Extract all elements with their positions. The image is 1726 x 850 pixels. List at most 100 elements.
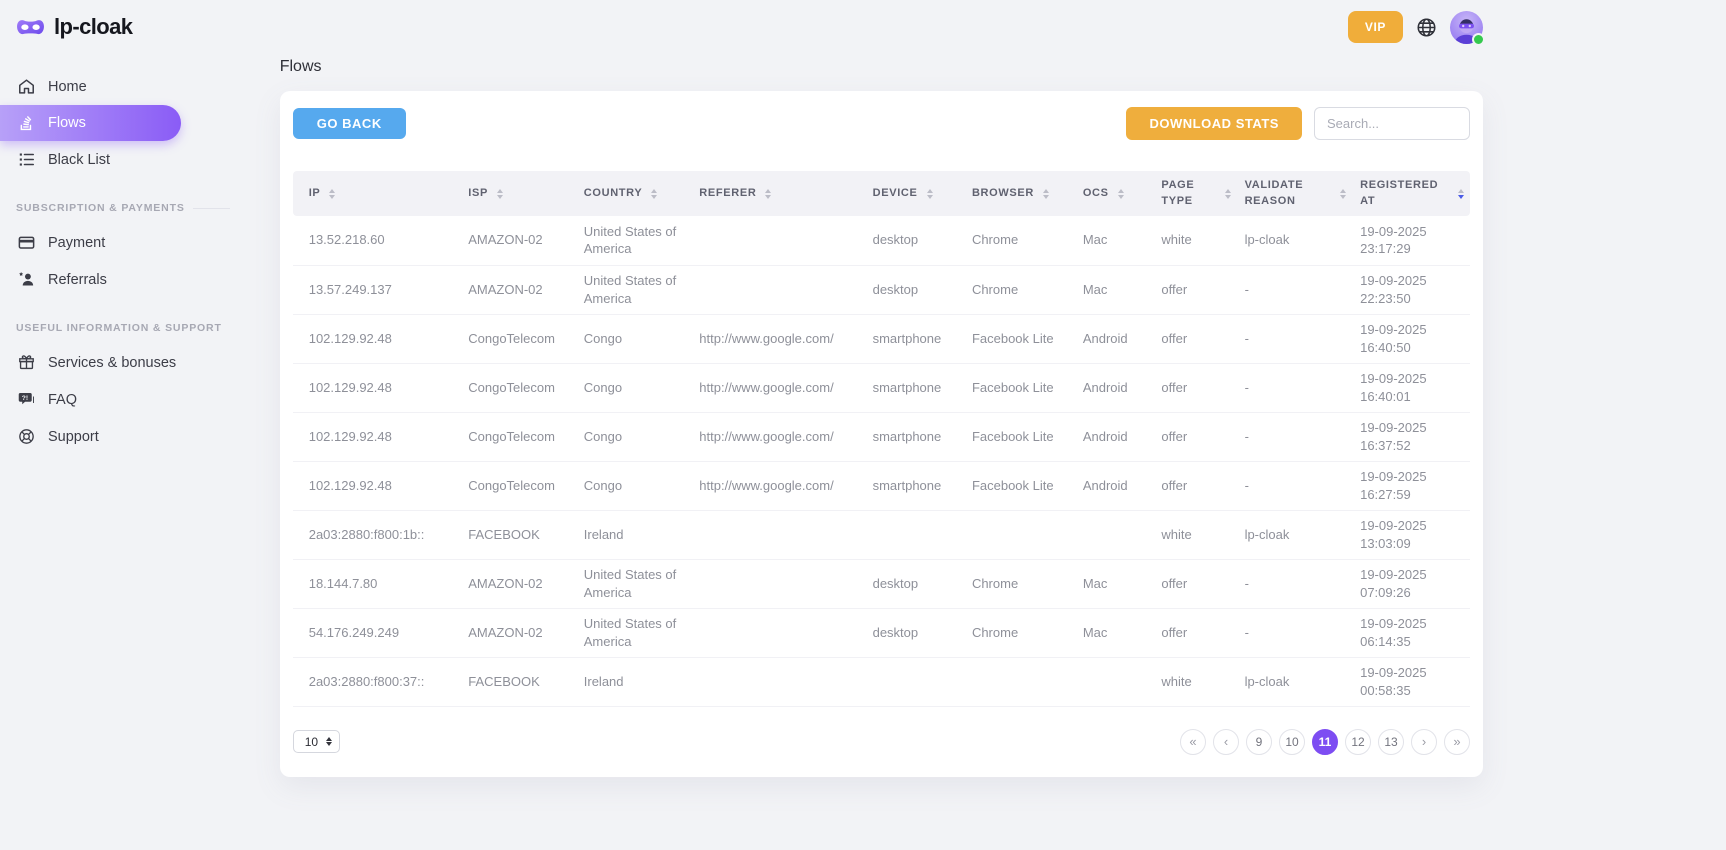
- cell-validate-reason: -: [1236, 363, 1353, 413]
- rows-per-page-value: 10: [304, 734, 319, 749]
- pagination-page-9[interactable]: 9: [1246, 728, 1272, 755]
- globe-language-icon[interactable]: [1415, 16, 1438, 39]
- column-header-ip[interactable]: IP: [292, 171, 461, 216]
- cell-ocs: Android: [1074, 412, 1154, 462]
- column-header-browser[interactable]: BROWSER: [963, 171, 1075, 216]
- sort-icon-active-desc[interactable]: [1458, 188, 1464, 199]
- cell-page-type: white: [1153, 657, 1237, 707]
- column-header-isp[interactable]: ISP: [460, 171, 576, 216]
- cell-isp: CongoTelecom: [460, 412, 576, 462]
- vip-button[interactable]: VIP: [1347, 11, 1403, 43]
- column-header-validate-reason[interactable]: VALIDATE REASON: [1236, 171, 1353, 216]
- table-row: 2a03:2880:f800:1b:: FACEBOOK Ireland white l…: [292, 510, 1470, 560]
- rows-per-page-select[interactable]: 10: [292, 730, 341, 753]
- pagination-page-10[interactable]: 10: [1279, 728, 1305, 755]
- table-row: 18.144.7.80 AMAZON-02 United States of Ame…: [292, 559, 1470, 609]
- column-header-referer[interactable]: REFERER: [691, 171, 865, 216]
- sort-icon[interactable]: [1043, 188, 1050, 199]
- pagination-first-button[interactable]: «: [1180, 728, 1206, 755]
- sidebar-item-label: FAQ: [48, 391, 78, 408]
- sort-icon[interactable]: [765, 188, 772, 199]
- cell-referer: http://www.google.com/: [691, 461, 865, 511]
- cell-device: smartphone: [864, 363, 964, 413]
- sidebar-item-services-bonuses[interactable]: Services & bonuses: [16, 344, 242, 381]
- cell-registered-at: 19-09-2025 22:23:50: [1352, 265, 1470, 315]
- sort-icon[interactable]: [1117, 188, 1124, 199]
- cell-page-type: white: [1153, 510, 1237, 560]
- column-header-registered-at[interactable]: REGISTERED AT: [1352, 171, 1470, 216]
- search-input[interactable]: [1314, 107, 1470, 140]
- sidebar-item-faq[interactable]: ?! FAQ: [16, 381, 242, 418]
- download-stats-button[interactable]: DOWNLOAD STATS: [1126, 107, 1302, 140]
- table-row: 13.52.218.60 AMAZON-02 United States of Am…: [292, 216, 1470, 266]
- cell-device: smartphone: [864, 461, 964, 511]
- cell-device: desktop: [864, 608, 964, 658]
- sort-icon[interactable]: [496, 188, 503, 199]
- sidebar-item-label: Support: [48, 428, 99, 445]
- cell-browser: [963, 657, 1075, 707]
- cell-ocs: Android: [1074, 461, 1154, 511]
- sidebar-item-support[interactable]: Support: [16, 418, 242, 455]
- cell-isp: CongoTelecom: [460, 363, 576, 413]
- cell-referer: [691, 657, 865, 707]
- cell-browser: Chrome: [963, 608, 1075, 658]
- cell-device: smartphone: [864, 412, 964, 462]
- cell-page-type: offer: [1153, 412, 1237, 462]
- sidebar-item-referrals[interactable]: Referrals: [16, 261, 242, 298]
- go-back-button[interactable]: GO BACK: [292, 108, 406, 139]
- avatar[interactable]: [1450, 10, 1485, 46]
- pagination-last-button[interactable]: »: [1444, 728, 1470, 755]
- column-header-device[interactable]: DEVICE: [864, 171, 964, 216]
- sidebar-item-black-list[interactable]: Black List: [16, 141, 242, 178]
- sort-icon[interactable]: [651, 188, 658, 199]
- lifebuoy-icon: [16, 427, 36, 446]
- table-row: 102.129.92.48 CongoTelecom Congo http://www…: [292, 412, 1470, 462]
- cell-validate-reason: -: [1236, 265, 1353, 315]
- pagination-prev-button[interactable]: ‹: [1213, 728, 1239, 755]
- cell-isp: AMAZON-02: [460, 265, 576, 315]
- sort-icon[interactable]: [1224, 188, 1231, 199]
- cell-country: United States of America: [575, 559, 692, 609]
- sidebar-item-flows[interactable]: Flows: [0, 105, 181, 141]
- credit-card-icon: [16, 233, 36, 252]
- pagination-page-11-active[interactable]: 11: [1312, 728, 1338, 755]
- cell-browser: Chrome: [963, 265, 1075, 315]
- flows-card: GO BACK DOWNLOAD STATS IP ISP COUNTRY RE…: [279, 91, 1483, 777]
- sidebar-item-payment[interactable]: Payment: [16, 224, 242, 261]
- topbar: VIP: [280, 10, 1485, 46]
- brand-logo[interactable]: lp-cloak: [16, 14, 242, 40]
- cell-isp: AMAZON-02: [460, 608, 576, 658]
- faq-bubble-icon: ?!: [16, 390, 36, 409]
- cell-validate-reason: -: [1236, 412, 1353, 462]
- pagination-page-12[interactable]: 12: [1345, 728, 1371, 755]
- cell-validate-reason: -: [1236, 314, 1353, 364]
- sidebar-section-useful-information: USEFUL INFORMATION & SUPPORT: [16, 322, 242, 334]
- cell-registered-at: 19-09-2025 23:17:29: [1352, 216, 1470, 266]
- column-header-country[interactable]: COUNTRY: [575, 171, 692, 216]
- cell-isp: FACEBOOK: [460, 510, 576, 560]
- sort-icon[interactable]: [926, 188, 933, 199]
- pagination-page-13[interactable]: 13: [1378, 728, 1404, 755]
- cell-referer: http://www.google.com/: [691, 314, 865, 364]
- cell-country: Congo: [575, 363, 692, 413]
- column-header-page-type[interactable]: PAGE TYPE: [1153, 171, 1237, 216]
- cell-browser: Facebook Lite: [963, 314, 1075, 364]
- cell-validate-reason: -: [1236, 608, 1353, 658]
- cell-device: desktop: [864, 559, 964, 609]
- table-body: 13.52.218.60 AMAZON-02 United States of Am…: [292, 216, 1470, 707]
- cell-ocs: [1074, 510, 1154, 560]
- sort-icon[interactable]: [329, 188, 336, 199]
- main-content: VIP: [242, 0, 1726, 850]
- flows-table: IP ISP COUNTRY REFERER DEVICE BROWSER OC…: [292, 171, 1470, 707]
- sidebar-item-home[interactable]: Home: [16, 68, 242, 105]
- cell-ocs: Android: [1074, 314, 1154, 364]
- cell-ip: 2a03:2880:f800:37::: [292, 657, 461, 707]
- column-header-ocs[interactable]: OCS: [1074, 171, 1154, 216]
- sort-icon[interactable]: [1340, 188, 1347, 199]
- cell-referer: [691, 216, 865, 266]
- sidebar-item-label: Services & bonuses: [48, 354, 177, 371]
- page-title: Flows: [279, 58, 322, 75]
- cell-registered-at: 19-09-2025 16:40:01: [1352, 363, 1470, 413]
- cell-browser: Chrome: [963, 559, 1075, 609]
- pagination-next-button[interactable]: ›: [1411, 728, 1437, 755]
